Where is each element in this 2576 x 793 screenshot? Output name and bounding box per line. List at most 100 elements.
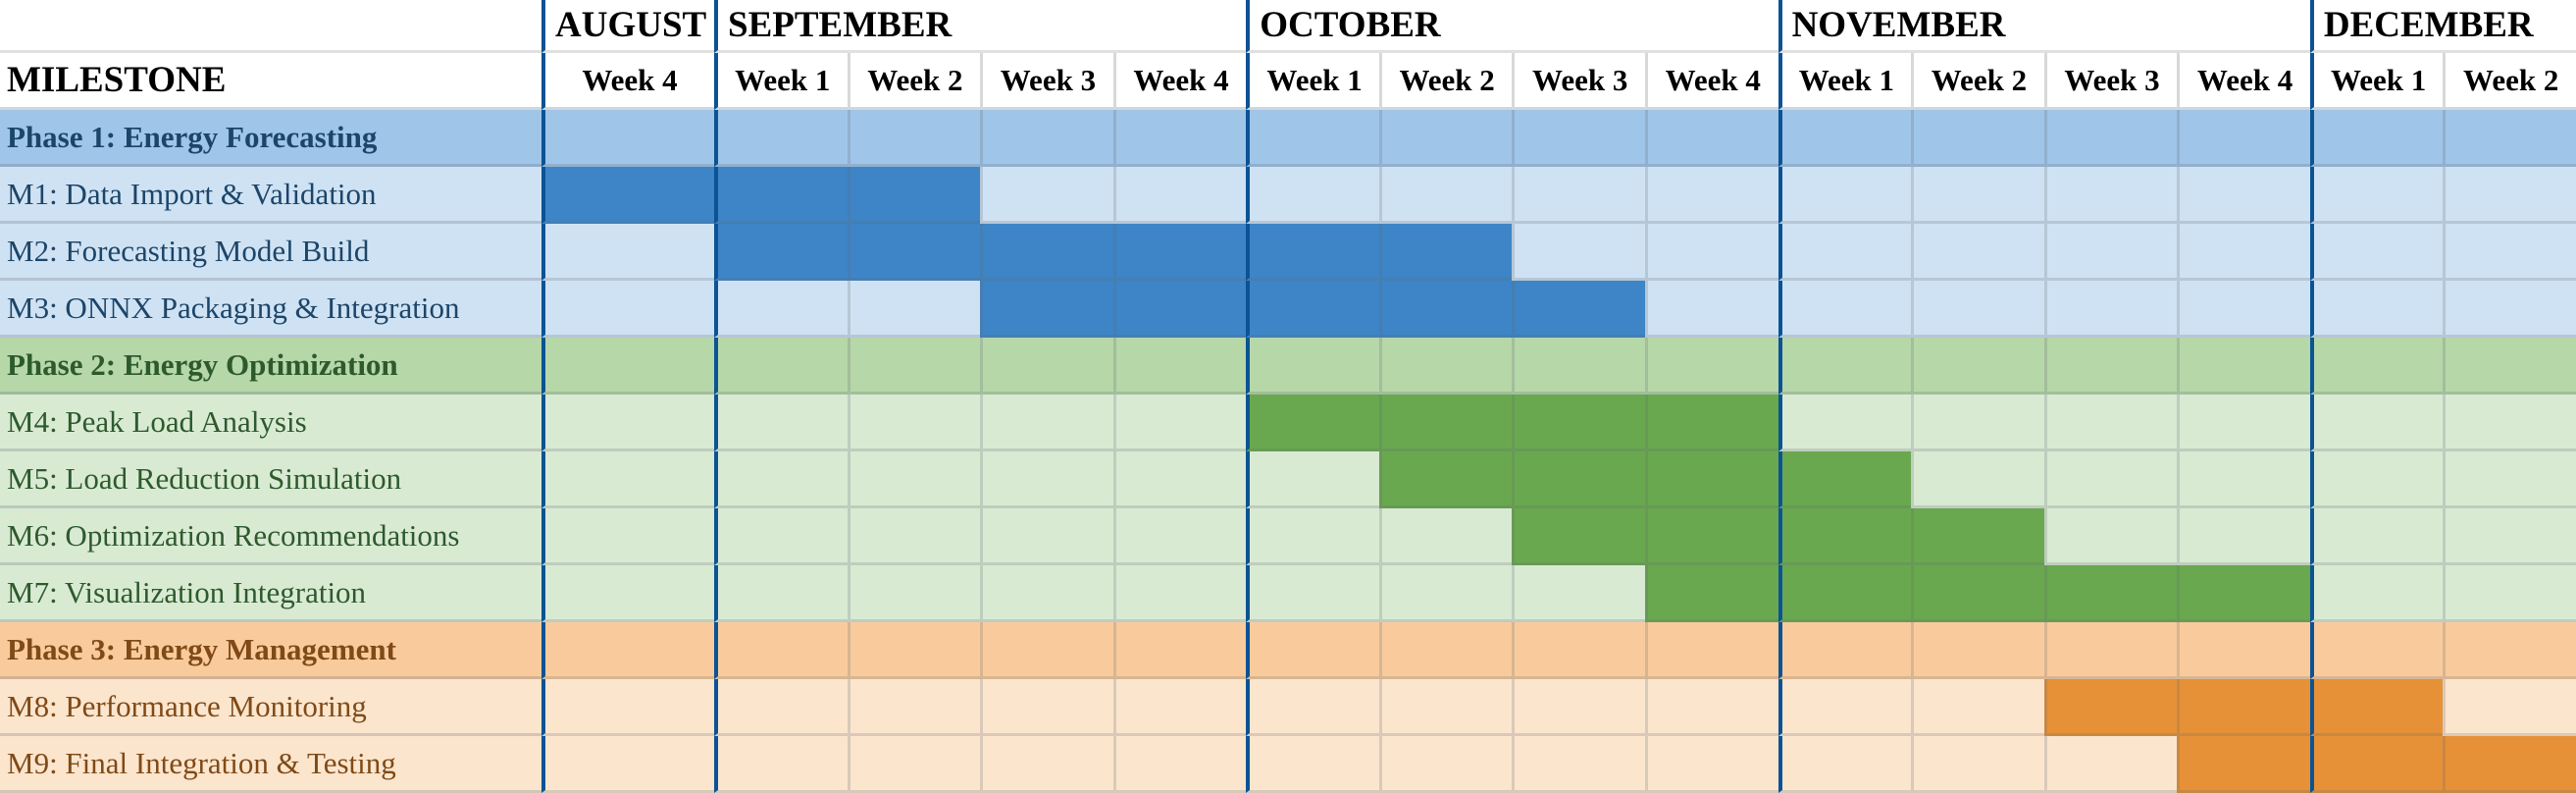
gantt-bar-cell: [1112, 224, 1247, 281]
gantt-cell: [1644, 110, 1778, 167]
gantt-cell: [2309, 508, 2444, 565]
gantt-cell: [1246, 508, 1379, 565]
gantt-cell: [2443, 679, 2576, 736]
milestone-row-label: M1: Data Import & Validation: [0, 167, 541, 224]
gantt-bar-cell: [2177, 565, 2310, 622]
gantt-bar-cell: [714, 167, 848, 224]
gantt-cell: [2177, 622, 2310, 679]
gantt-cell: [1246, 622, 1379, 679]
milestone-row-label: M9: Final Integration & Testing: [0, 736, 541, 793]
week-header: Week 2: [2443, 53, 2576, 110]
gantt-cell: [1112, 338, 1247, 395]
gantt-cell: [2443, 281, 2576, 338]
gantt-cell: [1378, 736, 1513, 793]
gantt-cell: [1112, 395, 1247, 451]
gantt-cell: [541, 622, 714, 679]
gantt-cell: [1246, 679, 1379, 736]
week-header: Week 4: [1112, 53, 1247, 110]
gantt-cell: [847, 338, 981, 395]
gantt-cell: [1911, 395, 2044, 451]
gantt-cell: [2177, 224, 2310, 281]
gantt-bar-cell: [2177, 736, 2310, 793]
gantt-cell: [2043, 281, 2178, 338]
gantt-cell: [714, 110, 848, 167]
gantt-cell: [980, 110, 1113, 167]
week-header: Week 2: [1911, 53, 2044, 110]
gantt-cell: [1512, 679, 1645, 736]
gantt-cell: [1112, 736, 1247, 793]
gantt-bar-cell: [1512, 395, 1645, 451]
gantt-cell: [2309, 224, 2444, 281]
gantt-cell: [1512, 224, 1645, 281]
gantt-bar-cell: [2177, 679, 2310, 736]
milestone-column-header: MILESTONE: [0, 53, 541, 110]
gantt-cell: [1777, 167, 1912, 224]
gantt-cell: [1246, 338, 1379, 395]
week-header: Week 4: [541, 53, 714, 110]
gantt-cell: [2309, 395, 2444, 451]
gantt-bar-cell: [1911, 508, 2044, 565]
gantt-cell: [1911, 736, 2044, 793]
phase-row-label: Phase 3: Energy Management: [0, 622, 541, 679]
gantt-cell: [847, 395, 981, 451]
gantt-bar-cell: [980, 281, 1113, 338]
gantt-cell: [1911, 224, 2044, 281]
gantt-cell: [2309, 338, 2444, 395]
gantt-cell: [1378, 338, 1513, 395]
week-header: Week 3: [2043, 53, 2178, 110]
gantt-cell: [1378, 679, 1513, 736]
gantt-cell: [1644, 736, 1778, 793]
gantt-cell: [714, 736, 848, 793]
gantt-cell: [714, 565, 848, 622]
gantt-bar-cell: [847, 224, 981, 281]
gantt-cell: [2043, 224, 2178, 281]
gantt-cell: [847, 281, 981, 338]
gantt-bar-cell: [1378, 281, 1513, 338]
week-header: Week 3: [1512, 53, 1645, 110]
gantt-cell: [714, 281, 848, 338]
gantt-cell: [2177, 110, 2310, 167]
gantt-cell: [1112, 451, 1247, 508]
gantt-cell: [714, 679, 848, 736]
gantt-cell: [541, 110, 714, 167]
gantt-bar-cell: [1777, 565, 1912, 622]
week-header: Week 4: [1644, 53, 1778, 110]
gantt-cell: [541, 395, 714, 451]
gantt-bar-cell: [1378, 395, 1513, 451]
gantt-bar-cell: [1644, 565, 1778, 622]
week-header: Week 1: [1246, 53, 1379, 110]
week-header: Week 1: [714, 53, 848, 110]
gantt-cell: [2177, 281, 2310, 338]
gantt-cell: [714, 451, 848, 508]
gantt-cell: [2309, 167, 2444, 224]
gantt-cell: [847, 565, 981, 622]
gantt-cell: [847, 736, 981, 793]
gantt-bar-cell: [980, 224, 1113, 281]
gantt-cell: [541, 508, 714, 565]
week-header: Week 3: [980, 53, 1113, 110]
gantt-cell: [1512, 338, 1645, 395]
gantt-bar-cell: [1644, 395, 1778, 451]
gantt-cell: [980, 565, 1113, 622]
gantt-cell: [541, 736, 714, 793]
gantt-bar-cell: [1777, 451, 1912, 508]
gantt-cell: [1777, 110, 1912, 167]
gantt-cell: [1378, 622, 1513, 679]
gantt-bar-cell: [2309, 736, 2444, 793]
gantt-cell: [2443, 622, 2576, 679]
gantt-cell: [1512, 167, 1645, 224]
week-header: Week 1: [2309, 53, 2444, 110]
gantt-cell: [2443, 508, 2576, 565]
gantt-bar-cell: [1246, 281, 1379, 338]
gantt-bar-cell: [1246, 395, 1379, 451]
gantt-cell: [1911, 622, 2044, 679]
gantt-cell: [1512, 736, 1645, 793]
gantt-cell: [1378, 508, 1513, 565]
gantt-cell: [1112, 622, 1247, 679]
gantt-bar-cell: [1512, 281, 1645, 338]
gantt-cell: [2043, 167, 2178, 224]
gantt-bar-cell: [1112, 281, 1247, 338]
gantt-cell: [2177, 508, 2310, 565]
gantt-cell: [2043, 110, 2178, 167]
gantt-cell: [1911, 167, 2044, 224]
